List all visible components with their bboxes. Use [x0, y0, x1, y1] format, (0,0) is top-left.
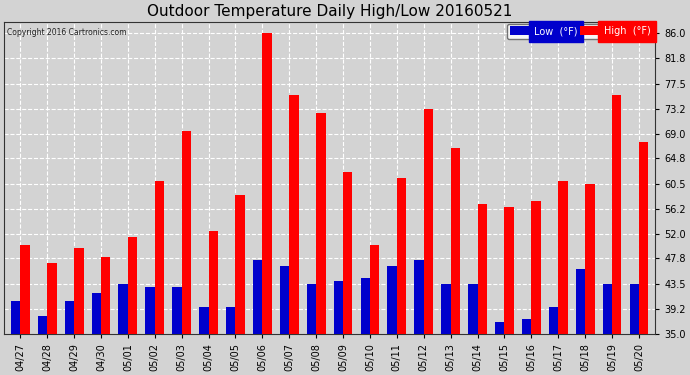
Bar — [334, 281, 343, 334]
Bar — [549, 307, 558, 334]
Bar — [361, 278, 370, 334]
Bar — [11, 302, 20, 334]
Bar — [495, 322, 504, 334]
Bar — [101, 257, 110, 334]
Bar — [181, 130, 191, 334]
Bar — [92, 292, 101, 334]
Bar — [477, 204, 487, 334]
Bar — [585, 184, 595, 334]
Bar — [575, 269, 585, 334]
Bar — [441, 284, 451, 334]
Bar — [522, 319, 531, 334]
Bar — [424, 109, 433, 334]
Bar — [74, 248, 83, 334]
Bar — [226, 307, 235, 334]
Bar — [20, 246, 30, 334]
Bar — [262, 33, 272, 334]
Bar — [65, 302, 74, 334]
Bar — [414, 260, 424, 334]
Text: Copyright 2016 Cartronics.com: Copyright 2016 Cartronics.com — [8, 28, 127, 37]
Bar — [199, 307, 208, 334]
Bar — [612, 95, 622, 334]
Bar — [289, 95, 299, 334]
Bar — [47, 263, 57, 334]
Bar — [629, 284, 639, 334]
Bar — [468, 284, 477, 334]
Bar — [235, 195, 245, 334]
Bar — [307, 284, 316, 334]
Bar — [451, 148, 460, 334]
Bar — [397, 178, 406, 334]
Bar — [602, 284, 612, 334]
Bar — [38, 316, 47, 334]
Bar — [504, 207, 514, 334]
Bar — [531, 201, 541, 334]
Bar — [343, 172, 353, 334]
Bar — [146, 287, 155, 334]
Bar — [208, 231, 218, 334]
Bar — [316, 113, 326, 334]
Bar — [639, 142, 649, 334]
Bar — [119, 284, 128, 334]
Bar — [128, 237, 137, 334]
Bar — [558, 181, 568, 334]
Bar — [280, 266, 289, 334]
Bar — [370, 246, 380, 334]
Title: Outdoor Temperature Daily High/Low 20160521: Outdoor Temperature Daily High/Low 20160… — [147, 4, 512, 19]
Legend: Low  (°F), High  (°F): Low (°F), High (°F) — [507, 24, 653, 39]
Bar — [253, 260, 262, 334]
Bar — [172, 287, 181, 334]
Bar — [155, 181, 164, 334]
Bar — [388, 266, 397, 334]
